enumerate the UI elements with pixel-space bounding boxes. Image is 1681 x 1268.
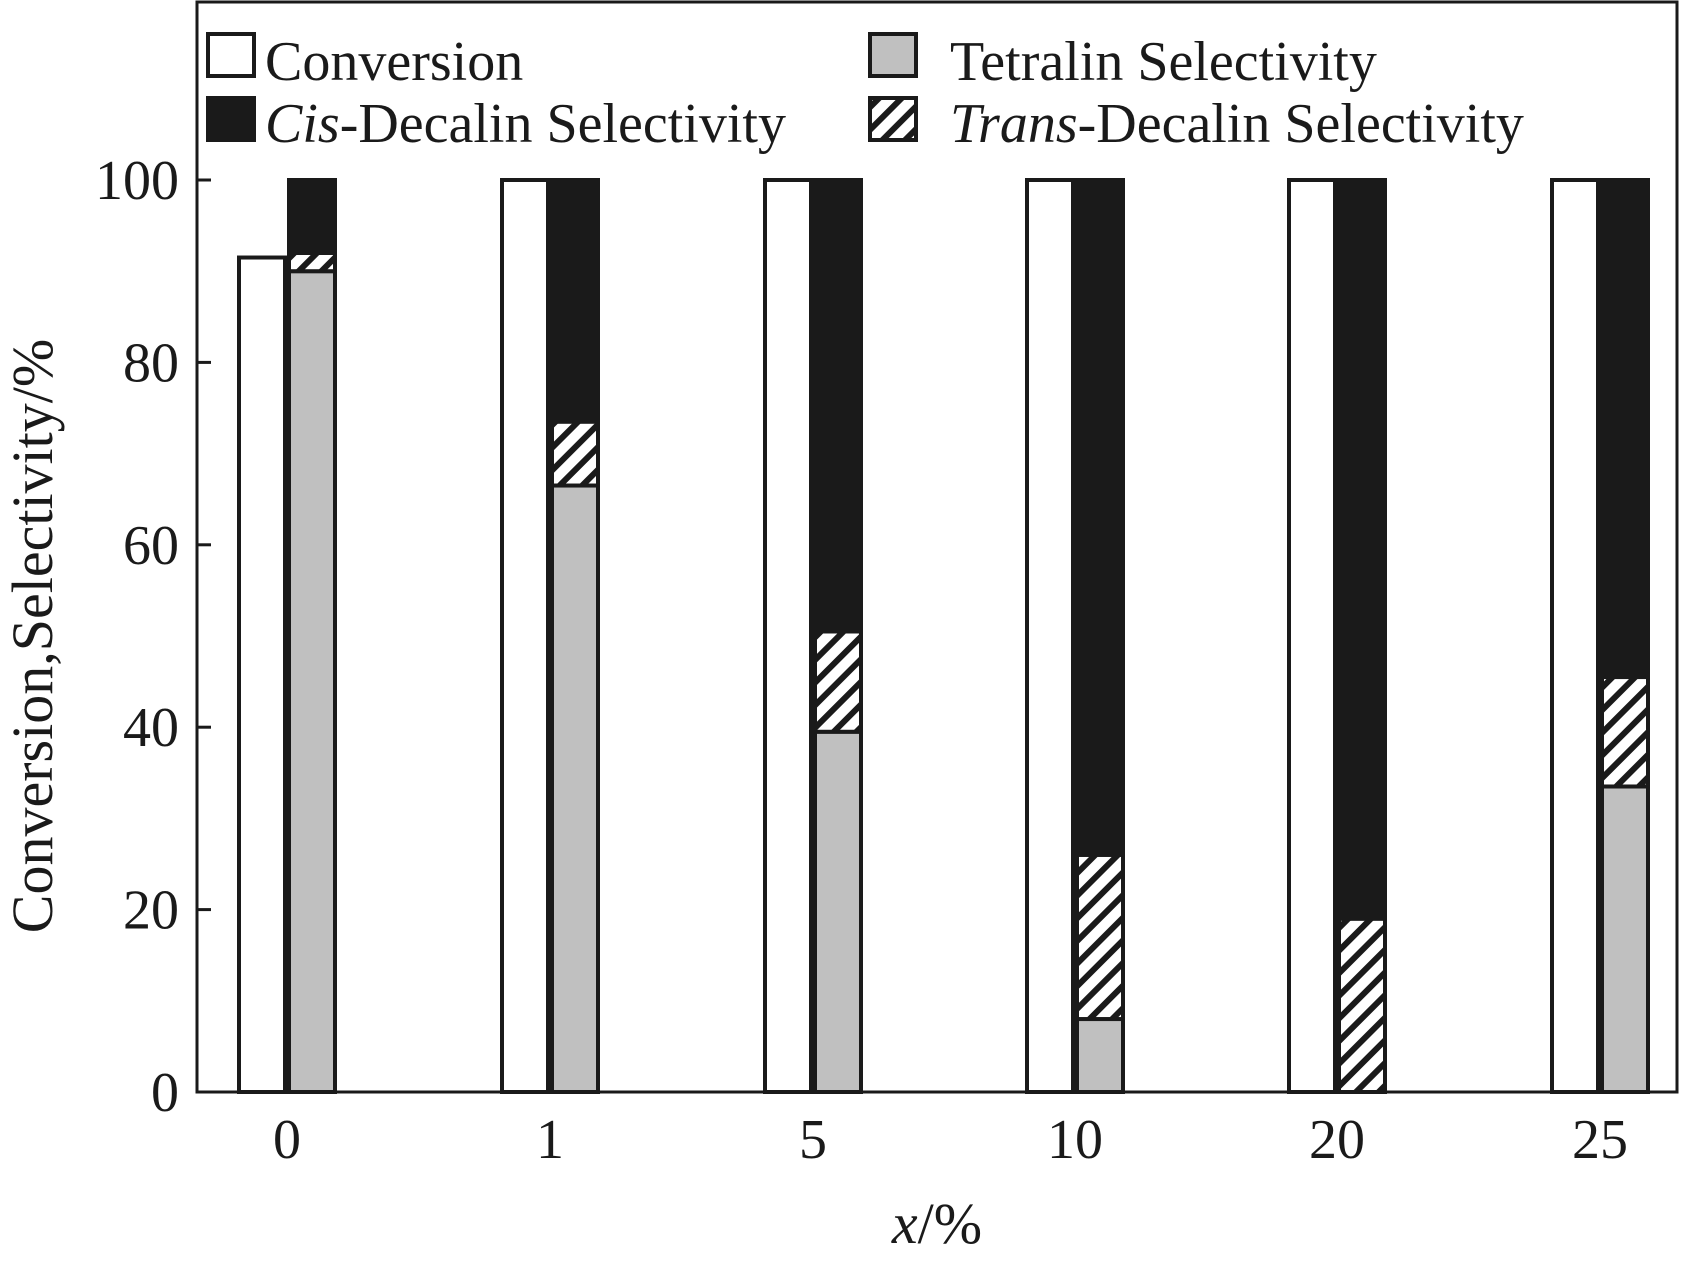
cis-segment bbox=[1337, 178, 1387, 921]
y-tick-label: 60 bbox=[123, 515, 179, 577]
y-tick-label: 80 bbox=[123, 332, 179, 394]
cis-segment bbox=[813, 178, 863, 634]
legend-label-cis: Cis-Decalin Selectivity bbox=[265, 93, 786, 155]
trans-segment bbox=[287, 250, 337, 274]
conversion-bar bbox=[1287, 178, 1337, 1094]
x-tick-label: 10 bbox=[1047, 1109, 1103, 1171]
conversion-bar bbox=[1550, 178, 1600, 1094]
x-tick-label: 25 bbox=[1572, 1109, 1628, 1171]
y-tick-label: 20 bbox=[123, 880, 179, 942]
cis-segment bbox=[1075, 178, 1125, 857]
x-axis-title: x/% bbox=[891, 1191, 982, 1256]
conversion-bar bbox=[763, 178, 813, 1094]
legend-swatch-cis bbox=[206, 96, 256, 142]
cis-segment bbox=[550, 178, 600, 424]
tetralin-segment bbox=[1075, 1017, 1125, 1094]
x-tick-label: 20 bbox=[1309, 1109, 1365, 1171]
x-tick-label: 5 bbox=[799, 1109, 827, 1171]
conversion-bar bbox=[1025, 178, 1075, 1094]
legend-label-tetralin: Tetralin Selectivity bbox=[950, 31, 1377, 93]
trans-segment bbox=[1337, 916, 1387, 1094]
legend-label-conversion: Conversion bbox=[265, 31, 523, 93]
conversion-bar bbox=[237, 255, 287, 1094]
x-tick-label: 1 bbox=[536, 1109, 564, 1171]
trans-segment bbox=[1075, 852, 1125, 1022]
legend-swatch-conversion bbox=[206, 32, 256, 78]
y-tick-label: 40 bbox=[123, 697, 179, 759]
conversion-bar bbox=[500, 178, 550, 1094]
legend-label-trans: Trans-Decalin Selectivity bbox=[950, 93, 1524, 155]
plot-frame bbox=[195, 0, 1679, 1094]
tetralin-segment bbox=[813, 729, 863, 1094]
legend-swatch-trans bbox=[868, 96, 918, 142]
tetralin-segment bbox=[550, 483, 600, 1094]
trans-segment bbox=[550, 419, 600, 488]
y-axis-title: Conversion,Selectivity/% bbox=[0, 339, 65, 933]
legend-swatch-tetralin bbox=[868, 32, 918, 78]
x-tick-label: 0 bbox=[273, 1109, 301, 1171]
tetralin-segment bbox=[1600, 784, 1650, 1094]
y-tick-label: 100 bbox=[95, 150, 179, 212]
cis-segment bbox=[287, 178, 337, 255]
trans-segment bbox=[1600, 675, 1650, 789]
y-tick-label: 0 bbox=[151, 1062, 179, 1124]
trans-segment bbox=[813, 629, 863, 734]
cis-segment bbox=[1600, 178, 1650, 680]
tetralin-segment bbox=[287, 269, 337, 1094]
